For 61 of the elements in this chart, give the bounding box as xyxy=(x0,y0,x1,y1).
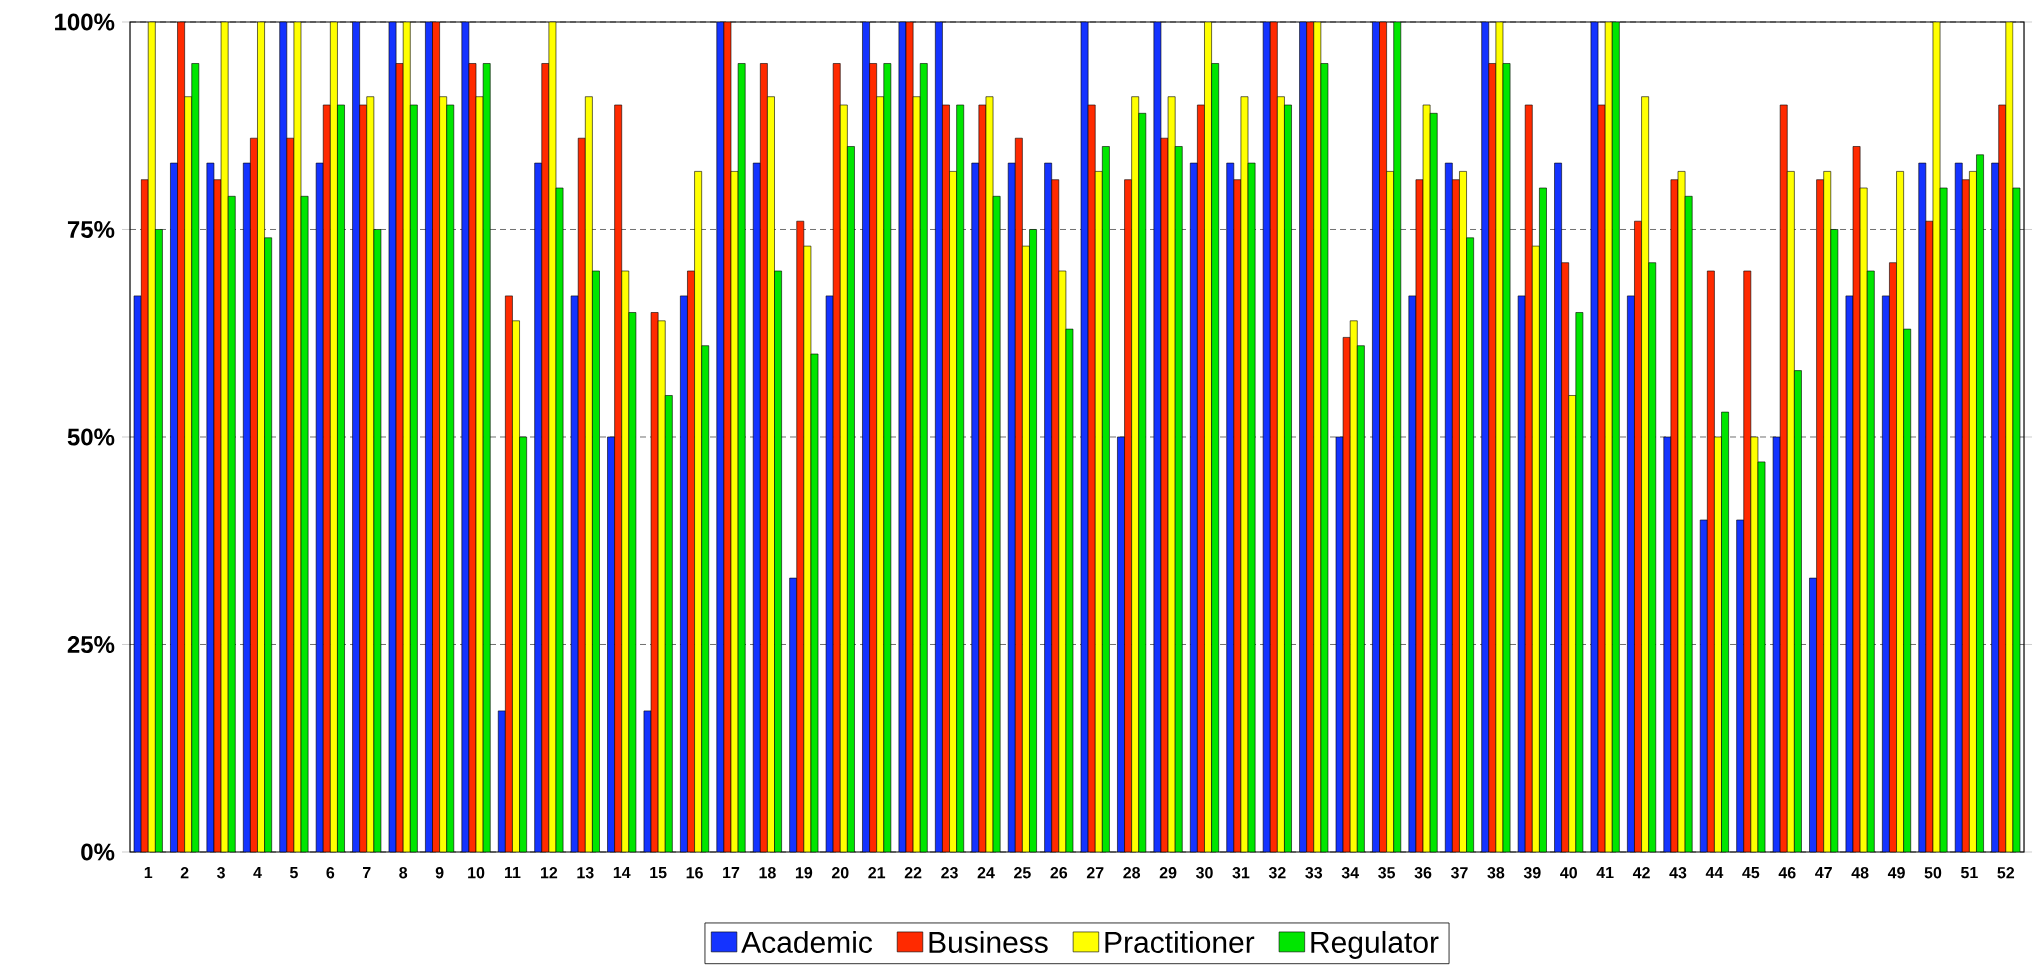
x-tick-label: 36 xyxy=(1414,867,1432,879)
legend-label: Practitioner xyxy=(1105,930,1255,953)
x-tick-label: 31 xyxy=(1232,867,1250,879)
x-tick-label: 32 xyxy=(1268,867,1286,879)
y-tick-label: 0% xyxy=(81,843,115,861)
x-tick-label: 34 xyxy=(1341,867,1359,879)
legend-label: Regulator xyxy=(1311,930,1439,959)
x-tick-label: 29 xyxy=(1159,867,1177,879)
x-tick-label: 5 xyxy=(289,867,298,879)
y-tick-label: 25% xyxy=(67,636,115,653)
x-tick-label: 12 xyxy=(540,867,558,879)
x-tick-label: 13 xyxy=(577,867,594,879)
x-tick-label: 6 xyxy=(326,867,335,879)
x-tick-label: 23 xyxy=(941,867,958,879)
x-tick-label: 48 xyxy=(1851,867,1869,879)
x-tick-label: 47 xyxy=(1815,867,1832,879)
x-tick-label: 43 xyxy=(1669,867,1687,879)
x-tick-label: 49 xyxy=(1887,867,1905,879)
x-tick-label: 30 xyxy=(1195,867,1213,879)
x-tick-label: 8 xyxy=(399,867,408,879)
x-tick-label: 7 xyxy=(363,867,371,879)
x-tick-label: 33 xyxy=(1305,867,1323,879)
x-tick-label: 37 xyxy=(1450,867,1468,879)
x-tick-label: 44 xyxy=(1705,867,1724,879)
x-tick-label: 14 xyxy=(613,867,631,879)
y-tick-label: 75% xyxy=(67,221,115,238)
x-tick-label: 52 xyxy=(1997,867,2015,879)
x-tick-label: 45 xyxy=(1742,867,1760,879)
x-tick-label: 41 xyxy=(1596,867,1614,879)
x-tick-label: 38 xyxy=(1487,867,1505,879)
x-tick-label: 42 xyxy=(1632,867,1650,879)
x-tick-label: 2 xyxy=(180,867,189,879)
x-tick-label: 19 xyxy=(795,867,813,879)
x-tick-label: 9 xyxy=(435,867,444,879)
y-tick-label: 50% xyxy=(67,428,115,446)
x-tick-label: 27 xyxy=(1086,867,1104,879)
x-tick-label: 39 xyxy=(1523,867,1541,879)
x-tick-label: 15 xyxy=(650,867,667,879)
x-tick-label: 28 xyxy=(1123,867,1141,879)
x-tick-label: 11 xyxy=(505,867,521,879)
x-tick-label: 4 xyxy=(253,867,262,879)
y-tick-label: 100% xyxy=(55,13,115,31)
x-tick-label: 16 xyxy=(686,867,703,879)
x-tick-label: 20 xyxy=(831,867,849,879)
x-tick-label: 40 xyxy=(1560,867,1577,879)
x-tick-label: 1 xyxy=(144,867,153,879)
x-tick-label: 10 xyxy=(468,867,485,879)
x-tick-label: 50 xyxy=(1924,867,1942,879)
x-tick-label: 17 xyxy=(723,867,740,879)
legend-label: Academic xyxy=(741,930,873,953)
x-tick-label: 3 xyxy=(216,867,225,879)
x-tick-label: 22 xyxy=(904,867,922,879)
x-tick-label: 46 xyxy=(1778,867,1796,879)
legend-label: Business xyxy=(929,930,1048,953)
x-tick-label: 24 xyxy=(977,867,995,879)
x-tick-label: 25 xyxy=(1014,867,1031,879)
x-tick-label: 26 xyxy=(1050,867,1068,879)
x-tick-label: 51 xyxy=(1960,867,1978,879)
x-tick-label: 35 xyxy=(1378,867,1396,879)
x-tick-label: 21 xyxy=(868,867,886,879)
x-tick-label: 18 xyxy=(759,867,776,879)
